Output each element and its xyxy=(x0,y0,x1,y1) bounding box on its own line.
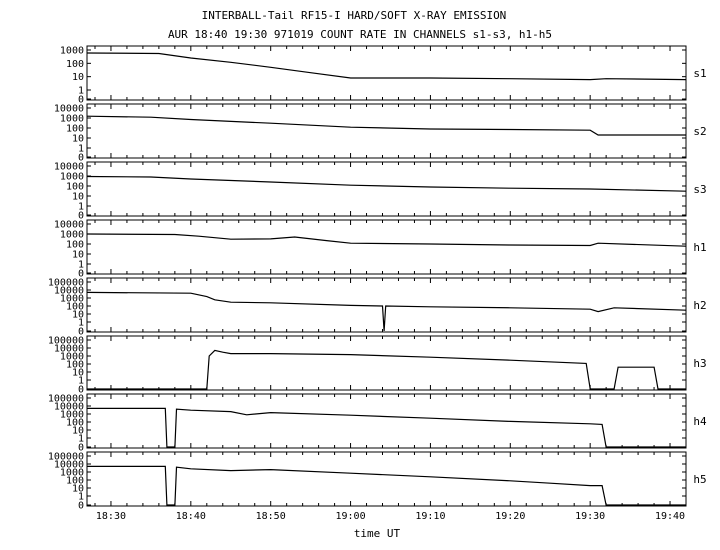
y-tick-label: 0 xyxy=(78,501,84,512)
y-tick-label: 10 xyxy=(72,250,84,261)
y-tick-label: 10000 xyxy=(54,286,84,297)
y-tick-label: 10 xyxy=(72,426,84,437)
panel-frame xyxy=(86,103,687,159)
y-tick-label: 100000 xyxy=(48,278,84,289)
series-line-h3 xyxy=(87,349,686,390)
y-tick-label: 1000 xyxy=(60,172,84,183)
y-tick-label: 100000 xyxy=(48,394,84,405)
y-tick-label: 1 xyxy=(78,492,84,503)
y-tick-label: 10000 xyxy=(54,220,84,231)
panel-frame xyxy=(86,45,687,101)
panel-s1: 1000 100 10 10 s1 xyxy=(60,45,707,106)
y-tick-label: 10 xyxy=(72,368,84,379)
y-tick-label: 100 xyxy=(66,476,84,487)
y-tick-label: 0 xyxy=(78,153,84,164)
series-line-h4 xyxy=(87,407,686,448)
y-tick-label: 1 xyxy=(78,144,84,155)
y-tick-label: 10000 xyxy=(54,162,84,173)
x-tick-label: 19:30 xyxy=(575,511,605,522)
y-tick-label: 0 xyxy=(78,211,84,222)
panels-group: 10001001010s11000010001001010s2100001000… xyxy=(48,45,707,512)
y-tick-label: 100 xyxy=(66,124,84,135)
y-tick-label: 0 xyxy=(78,95,84,106)
panel-frame xyxy=(86,335,687,391)
y-tick-label: 0 xyxy=(78,269,84,280)
y-tick-label: 100 xyxy=(66,360,84,371)
panel-frame xyxy=(86,451,687,507)
y-tick-label: 100 xyxy=(66,240,84,251)
y-tick-label: 100 xyxy=(66,59,84,70)
y-tick-label: 1000 xyxy=(60,46,84,57)
series-line-s2 xyxy=(86,115,686,136)
channel-label: s1 xyxy=(693,67,706,80)
y-tick-label: 1000 xyxy=(60,410,84,421)
y-tick-label: 1000 xyxy=(60,468,84,479)
series-line-s1 xyxy=(86,52,687,81)
y-tick-label: 10000 xyxy=(54,460,84,471)
panel-frame xyxy=(86,219,687,275)
channel-label: h5 xyxy=(693,473,706,486)
y-tick-label: 100 xyxy=(66,302,84,313)
x-tick-label: 18:30 xyxy=(96,511,126,522)
y-tick-label: 1 xyxy=(78,434,84,445)
y-tick-label: 0 xyxy=(78,385,84,396)
x-tick-label: 18:40 xyxy=(176,511,206,522)
x-tick-label: 19:20 xyxy=(495,511,525,522)
channel-label: h4 xyxy=(693,415,707,428)
chart-subtitle: AUR 18:40 19:30 971019 COUNT RATE IN CHA… xyxy=(168,28,552,41)
y-tick-label: 1 xyxy=(78,376,84,387)
channel-label: s2 xyxy=(693,125,706,138)
y-tick-label: 100 xyxy=(66,182,84,193)
x-tick-label: 19:00 xyxy=(336,511,366,522)
channel-label: h3 xyxy=(693,357,706,370)
y-tick-label: 100000 xyxy=(48,336,84,347)
y-tick-label: 1 xyxy=(78,318,84,329)
y-tick-label: 1000 xyxy=(60,352,84,363)
panel-frame xyxy=(86,393,687,449)
y-tick-label: 10 xyxy=(72,134,84,145)
y-tick-label: 100000 xyxy=(48,452,84,463)
chart-title: INTERBALL-Tail RF15-I HARD/SOFT X-RAY EM… xyxy=(202,9,507,22)
series-line-h2 xyxy=(86,291,687,332)
x-tick-label: 18:50 xyxy=(256,511,286,522)
panel-frame xyxy=(86,277,687,333)
y-tick-label: 10000 xyxy=(54,104,84,115)
y-tick-label: 1 xyxy=(78,260,84,271)
y-tick-label: 10000 xyxy=(54,344,84,355)
y-tick-label: 10 xyxy=(72,310,84,321)
x-axis: 18:30 18:40 18:50 19:00 19:10 19:20 19:30 19:40 xyxy=(96,511,685,522)
y-tick-label: 10 xyxy=(72,484,84,495)
y-tick-label: 1000 xyxy=(60,230,84,241)
channel-label: s3 xyxy=(693,183,706,196)
x-tick-label: 19:10 xyxy=(415,511,445,522)
x-tick-label: 19:40 xyxy=(655,511,685,522)
series-line-h5 xyxy=(87,465,686,506)
x-axis-label: time UT xyxy=(354,527,401,540)
y-tick-label: 0 xyxy=(78,327,84,338)
y-tick-label: 100 xyxy=(66,418,84,429)
y-tick-label: 10000 xyxy=(54,402,84,413)
y-tick-label: 10 xyxy=(72,72,84,83)
panel-frame xyxy=(86,161,687,217)
channel-label: h1 xyxy=(693,241,706,254)
y-tick-label: 0 xyxy=(78,443,84,454)
series-line-s3 xyxy=(86,175,687,192)
series-line-h1 xyxy=(86,233,687,247)
channel-label: h2 xyxy=(693,299,706,312)
y-tick-label: 1000 xyxy=(60,114,84,125)
y-tick-label: 1 xyxy=(78,86,84,97)
y-tick-label: 10 xyxy=(72,192,84,203)
y-tick-label: 1000 xyxy=(60,294,84,305)
y-tick-label: 1 xyxy=(78,202,84,213)
